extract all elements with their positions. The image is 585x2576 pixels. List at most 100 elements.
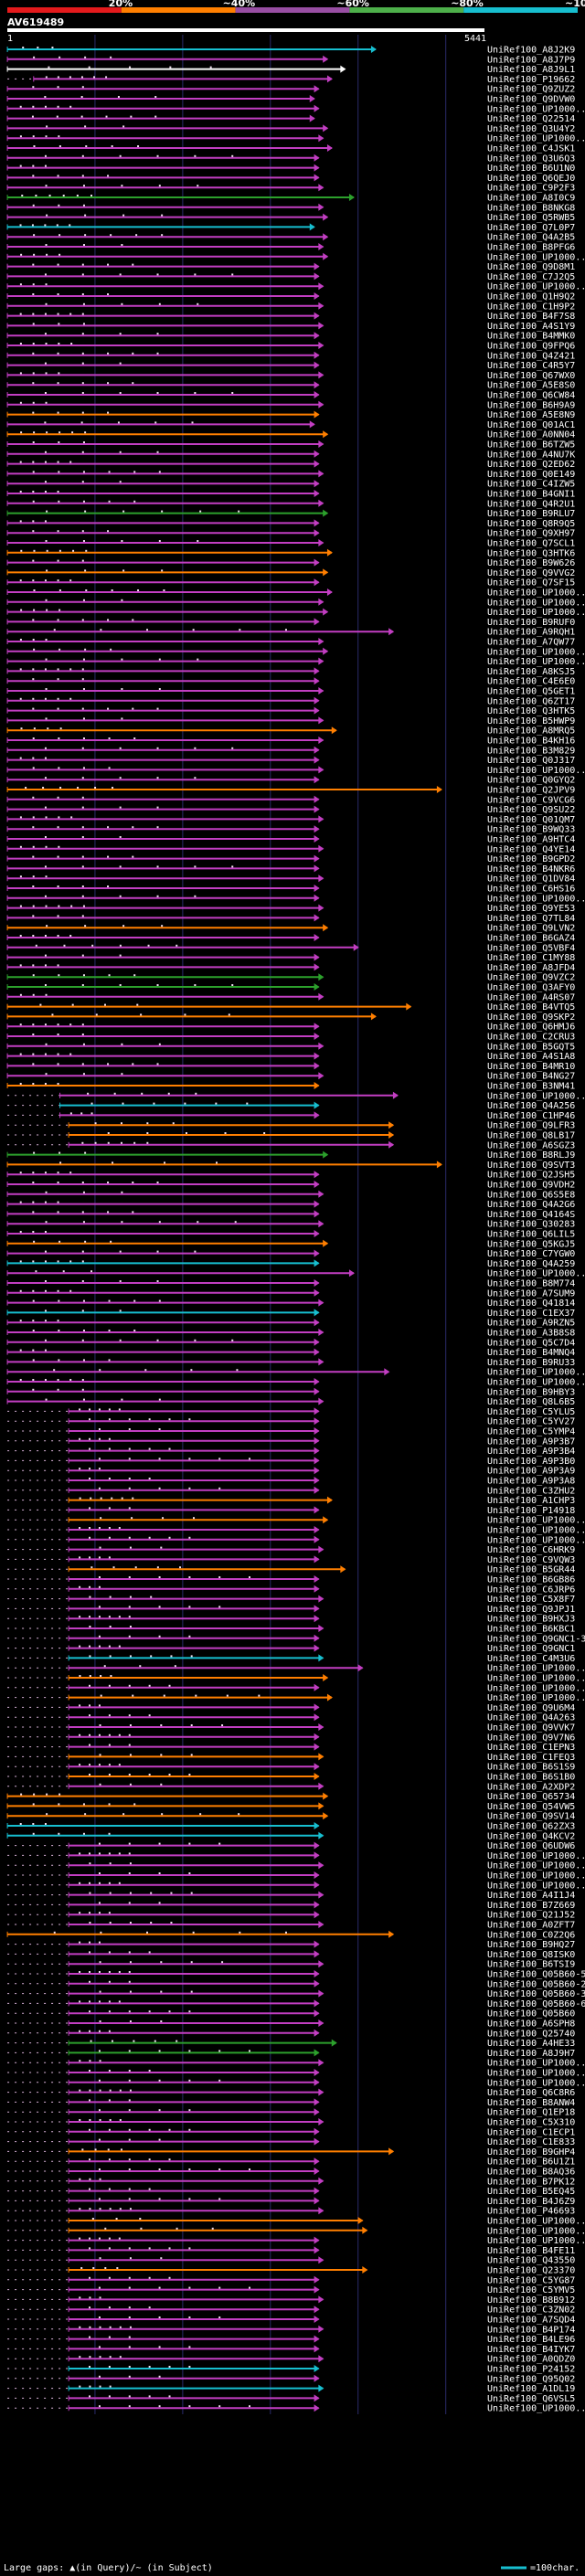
- hit-label[interactable]: UniRef100_A7QW77: [487, 638, 575, 648]
- hit-row[interactable]: UniRef100_Q01AC1: [6, 420, 575, 430]
- hit-row[interactable]: UniRef100_C1MY88: [6, 953, 575, 963]
- hit-row[interactable]: UniRef100_UP1000...: [6, 1378, 585, 1388]
- hit-label[interactable]: UniRef100_Q1H9Q2: [487, 292, 575, 302]
- hit-label[interactable]: UniRef100_P14918: [487, 1506, 575, 1516]
- hit-row[interactable]: UniRef100_Q9LFR3: [7, 1121, 575, 1131]
- hit-row[interactable]: UniRef100_B4J6Z9: [7, 2197, 575, 2207]
- hit-row[interactable]: UniRef100_Q6CW84: [6, 391, 575, 401]
- hit-row[interactable]: UniRef100_Q8ISK0: [7, 1950, 575, 1960]
- hit-row[interactable]: UniRef100_B4FE11: [7, 2246, 575, 2256]
- hit-label[interactable]: UniRef100_Q65734: [487, 1792, 575, 1802]
- hit-row[interactable]: UniRef100_B5GQT5: [6, 1042, 575, 1052]
- hit-row[interactable]: UniRef100_A9P3B4: [7, 1447, 575, 1457]
- hit-label[interactable]: UniRef100_Q05B60-3: [487, 1989, 585, 1999]
- hit-row[interactable]: UniRef100_Q9JPJ1: [7, 1605, 575, 1615]
- hit-label[interactable]: UniRef100_A8I0C9: [487, 194, 575, 204]
- hit-row[interactable]: UniRef100_A4I1J4: [7, 1891, 575, 1901]
- hit-row[interactable]: UniRef100_C1H9P2: [6, 302, 575, 312]
- hit-label[interactable]: UniRef100_B4F7S8: [487, 312, 575, 322]
- hit-label[interactable]: UniRef100_Q6UDW6: [487, 1841, 575, 1851]
- hit-label[interactable]: UniRef100_B4MR10: [487, 1062, 575, 1072]
- hit-row[interactable]: UniRef100_Q0GYQ2: [6, 776, 575, 786]
- hit-label[interactable]: UniRef100_B4J6Z9: [487, 2197, 575, 2207]
- hit-label[interactable]: UniRef100_A8J7P9: [487, 55, 575, 65]
- hit-row[interactable]: UniRef100_A8J2K9: [6, 46, 575, 56]
- hit-label[interactable]: UniRef100_Q8LB17: [487, 1131, 575, 1141]
- hit-row[interactable]: UniRef100_B4KH16: [6, 737, 575, 747]
- hit-row[interactable]: UniRef100_C7YGW0: [6, 1249, 575, 1259]
- hit-label[interactable]: UniRef100_Q0GYQ2: [487, 776, 575, 786]
- hit-label[interactable]: UniRef100_B8PFG6: [487, 243, 575, 253]
- hit-label[interactable]: UniRef100_Q7SCL1: [487, 539, 575, 549]
- hit-label[interactable]: UniRef100_Q2ED62: [487, 460, 575, 470]
- hit-row[interactable]: UniRef100_Q3HTK5: [6, 706, 575, 716]
- hit-label[interactable]: UniRef100_Q9GNC1: [487, 1644, 575, 1654]
- hit-label[interactable]: UniRef100_Q9VDH2: [487, 1181, 575, 1191]
- hit-row[interactable]: UniRef100_A3B8S8: [6, 1329, 575, 1339]
- hit-row[interactable]: UniRef100_C1HP46: [7, 1111, 575, 1121]
- hit-row[interactable]: UniRef100_Q25740: [7, 2029, 575, 2039]
- hit-label[interactable]: UniRef100_Q3U6Q3: [487, 154, 575, 164]
- hit-label[interactable]: UniRef100_Q4KCV2: [487, 1831, 575, 1841]
- hit-label[interactable]: UniRef100_Q05B60: [487, 2009, 575, 2019]
- hit-row[interactable]: UniRef100_C1ECP1: [7, 2127, 575, 2137]
- hit-label[interactable]: UniRef100_A8J9H7: [487, 2049, 575, 2059]
- hit-label[interactable]: UniRef100_Q4164S: [487, 1210, 575, 1220]
- hit-label[interactable]: UniRef100_Q21J52: [487, 1911, 575, 1921]
- hit-row[interactable]: UniRef100_Q65734: [6, 1792, 575, 1802]
- hit-row[interactable]: UniRef100_B6S1B0: [7, 1773, 575, 1783]
- hit-row[interactable]: UniRef100_Q6UDW6: [7, 1841, 575, 1851]
- hit-label[interactable]: UniRef100_Q9YE53: [487, 904, 575, 914]
- hit-row[interactable]: UniRef100_B8PFG6: [6, 243, 575, 253]
- hit-label[interactable]: UniRef100_B8NKG8: [487, 203, 575, 213]
- hit-row[interactable]: UniRef100_Q4A263: [7, 1713, 575, 1723]
- hit-label[interactable]: UniRef100_Q8L6B5: [487, 1397, 575, 1407]
- hit-label[interactable]: UniRef100_B5HWP9: [487, 716, 575, 726]
- hit-row[interactable]: UniRef100_A9RZN5: [6, 1319, 575, 1329]
- hit-label[interactable]: UniRef100_Q9JPJ1: [487, 1605, 575, 1615]
- hit-row[interactable]: UniRef100_A2XDP2: [7, 1782, 575, 1792]
- hit-label[interactable]: UniRef100_UP1000...: [487, 1516, 585, 1526]
- hit-row[interactable]: UniRef100_B7PK12: [7, 2177, 575, 2187]
- hit-row[interactable]: UniRef100_Q9VDH2: [6, 1181, 575, 1191]
- hit-label[interactable]: UniRef100_B6U1Z1: [487, 2157, 575, 2168]
- hit-label[interactable]: UniRef100_C4M3U6: [487, 1654, 575, 1664]
- hit-label[interactable]: UniRef100_B6TSI9: [487, 1960, 575, 1970]
- hit-label[interactable]: UniRef100_A4S1Y9: [487, 322, 575, 332]
- hit-label[interactable]: UniRef100_B9HXJ3: [487, 1615, 575, 1625]
- hit-row[interactable]: UniRef100_P19662: [7, 75, 575, 85]
- hit-label[interactable]: UniRef100_B4P174: [487, 2325, 575, 2335]
- hit-label[interactable]: UniRef100_Q3AFY0: [487, 983, 575, 993]
- hit-row[interactable]: UniRef100_UP1000...: [7, 2069, 585, 2079]
- hit-row[interactable]: UniRef100_UP1000...: [6, 647, 585, 657]
- hit-row[interactable]: UniRef100_A8I0C9: [6, 194, 575, 204]
- hit-row[interactable]: UniRef100_UP1000...: [7, 1664, 585, 1674]
- hit-row[interactable]: UniRef100_C6HRK9: [7, 1545, 575, 1555]
- hit-row[interactable]: UniRef100_Q9LVN2: [6, 924, 575, 934]
- hit-label[interactable]: UniRef100_Q9VVK7: [487, 1723, 575, 1733]
- hit-label[interactable]: UniRef100_A1DL19: [487, 2384, 575, 2394]
- hit-label[interactable]: UniRef100_Q9VZC2: [487, 973, 575, 983]
- hit-row[interactable]: UniRef100_Q3U6Q3: [6, 154, 575, 164]
- hit-row[interactable]: UniRef100_UP1000...: [7, 2059, 585, 2069]
- hit-row[interactable]: UniRef100_Q1DV84: [6, 875, 575, 885]
- hit-row[interactable]: UniRef100_A4RS07: [6, 992, 575, 1002]
- hit-label[interactable]: UniRef100_Q4A2G6: [487, 1200, 575, 1210]
- hit-label[interactable]: UniRef100_Q9DVW0: [487, 95, 575, 105]
- hit-row[interactable]: UniRef100_UP1000...: [6, 1269, 585, 1279]
- hit-label[interactable]: UniRef100_B9HQ27: [487, 1940, 575, 1950]
- hit-label[interactable]: UniRef100_B9RLU7: [487, 509, 575, 519]
- hit-row[interactable]: UniRef100_B3M829: [6, 746, 575, 756]
- hit-row[interactable]: UniRef100_C9P2F3: [6, 184, 575, 194]
- hit-label[interactable]: UniRef100_B9GHP4: [487, 2147, 575, 2157]
- hit-label[interactable]: UniRef100_UP1000...: [487, 608, 585, 618]
- hit-row[interactable]: UniRef100_UP1000...: [7, 2236, 585, 2246]
- hit-label[interactable]: UniRef100_B9GPD2: [487, 854, 575, 864]
- hit-row[interactable]: UniRef100_B6U1Z1: [7, 2157, 575, 2168]
- hit-label[interactable]: UniRef100_Q4YE14: [487, 844, 575, 854]
- hit-label[interactable]: UniRef100_UP1000...: [487, 2226, 585, 2236]
- hit-label[interactable]: UniRef100_C5YMP4: [487, 1427, 575, 1437]
- hit-label[interactable]: UniRef100_UP1000...: [487, 894, 585, 904]
- hit-label[interactable]: UniRef100_Q8R9Q5: [487, 519, 575, 529]
- hit-label[interactable]: UniRef100_C1E833: [487, 2137, 575, 2147]
